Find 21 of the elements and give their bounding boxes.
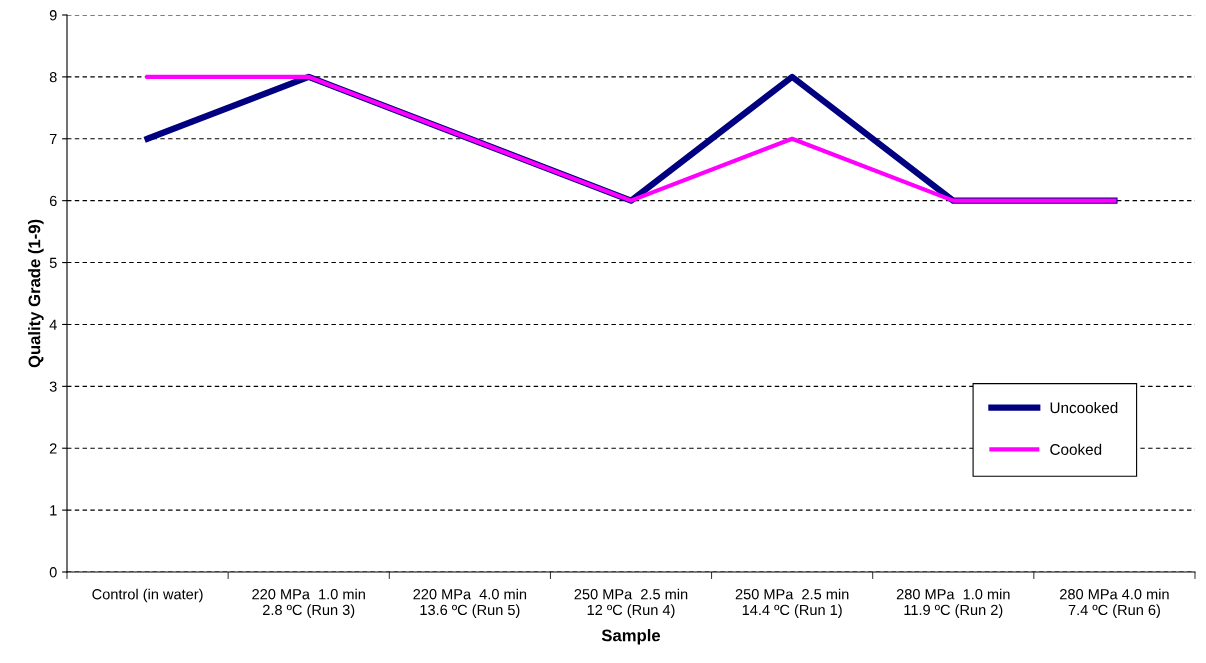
y-tick-label: 2 [49,443,57,454]
x-tick-label: 220 MPa 1.0 min 2.8 ºC (Run 3) [252,588,365,618]
y-tick-label: 0 [49,567,57,578]
x-tick-label: Control (in water) [92,588,203,603]
x-tick-label: 220 MPa 4.0 min 13.6 ºC (Run 5) [413,588,527,618]
y-tick-label: 5 [49,257,57,268]
y-tick-label: 9 [49,10,57,21]
x-tick-label: 280 MPa 1.0 min 11.9 ºC (Run 2) [896,588,1010,618]
legend-label: Uncooked [1050,401,1118,414]
y-axis-title: Quality Grade (1-9) [28,219,44,368]
y-tick-label: 1 [50,505,57,516]
y-tick-label: 7 [49,134,57,145]
y-tick-label: 3 [49,381,57,392]
x-tick-label: 250 MPa 2.5 min 12 ºC (Run 4) [574,588,688,618]
legend-label: Cooked [1050,443,1102,455]
x-tick-label: 280 MPa 4.0 min 7.4 ºC (Run 6) [1060,588,1169,618]
x-tick-label: 250 MPa 2.5 min 14.4 ºC (Run 1) [735,588,849,618]
y-tick-label: 4 [49,319,57,330]
x-axis-title: Sample [601,629,661,645]
y-tick-label: 8 [49,71,57,83]
y-tick-label: 6 [49,195,57,207]
